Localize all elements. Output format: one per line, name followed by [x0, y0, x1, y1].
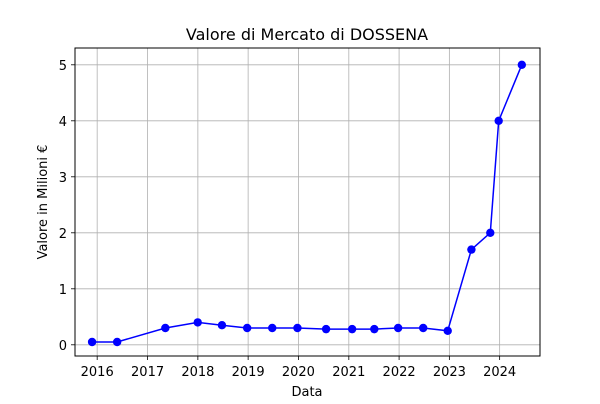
y-tick-label: 0: [59, 339, 67, 354]
data-point: [268, 323, 277, 333]
data-point: [517, 60, 527, 69]
x-tick-label: 2023: [433, 365, 466, 380]
data-point: [393, 323, 403, 333]
data-series: [87, 60, 527, 347]
data-point: [370, 324, 379, 334]
y-tick-label: 3: [59, 171, 67, 186]
data-point: [321, 324, 331, 334]
data-point: [443, 326, 452, 335]
data-point: [347, 324, 357, 334]
x-tick-label: 2017: [131, 365, 164, 380]
data-point: [242, 323, 252, 333]
y-tick-label: 4: [59, 115, 67, 130]
x-tick-label: 2021: [332, 365, 365, 380]
x-tick-label: 2016: [81, 365, 114, 380]
x-axis: 2016 2017 2018 2019 2020 2021 2022 2023 2024: [81, 356, 516, 380]
data-point: [494, 116, 503, 126]
plot-frame: [74, 47, 541, 357]
chart-title: Valore di Mercato di DOSSENA: [186, 25, 428, 44]
data-point: [87, 337, 97, 347]
x-axis-label: Data: [291, 385, 322, 400]
x-tick-label: 2020: [282, 365, 315, 380]
series-line: [92, 64, 523, 343]
x-tick-label: 2018: [181, 365, 214, 380]
data-point: [418, 323, 428, 333]
data-point: [467, 245, 476, 254]
data-point: [217, 321, 227, 330]
y-tick-label: 2: [59, 227, 67, 242]
x-tick-label: 2019: [232, 365, 265, 380]
data-point: [112, 337, 122, 347]
x-tick-label: 2022: [383, 365, 416, 380]
data-point: [293, 323, 302, 333]
data-point: [193, 318, 202, 327]
y-axis-label: Valore in Milioni €: [36, 145, 51, 260]
y-tick-label: 5: [59, 59, 67, 74]
y-tick-label: 1: [59, 283, 67, 298]
x-tick-label: 2024: [483, 365, 516, 380]
data-point: [161, 323, 170, 333]
grid: [75, 48, 540, 356]
y-axis: 0 1 2 3 4 5: [59, 59, 75, 354]
data-point: [486, 228, 495, 237]
